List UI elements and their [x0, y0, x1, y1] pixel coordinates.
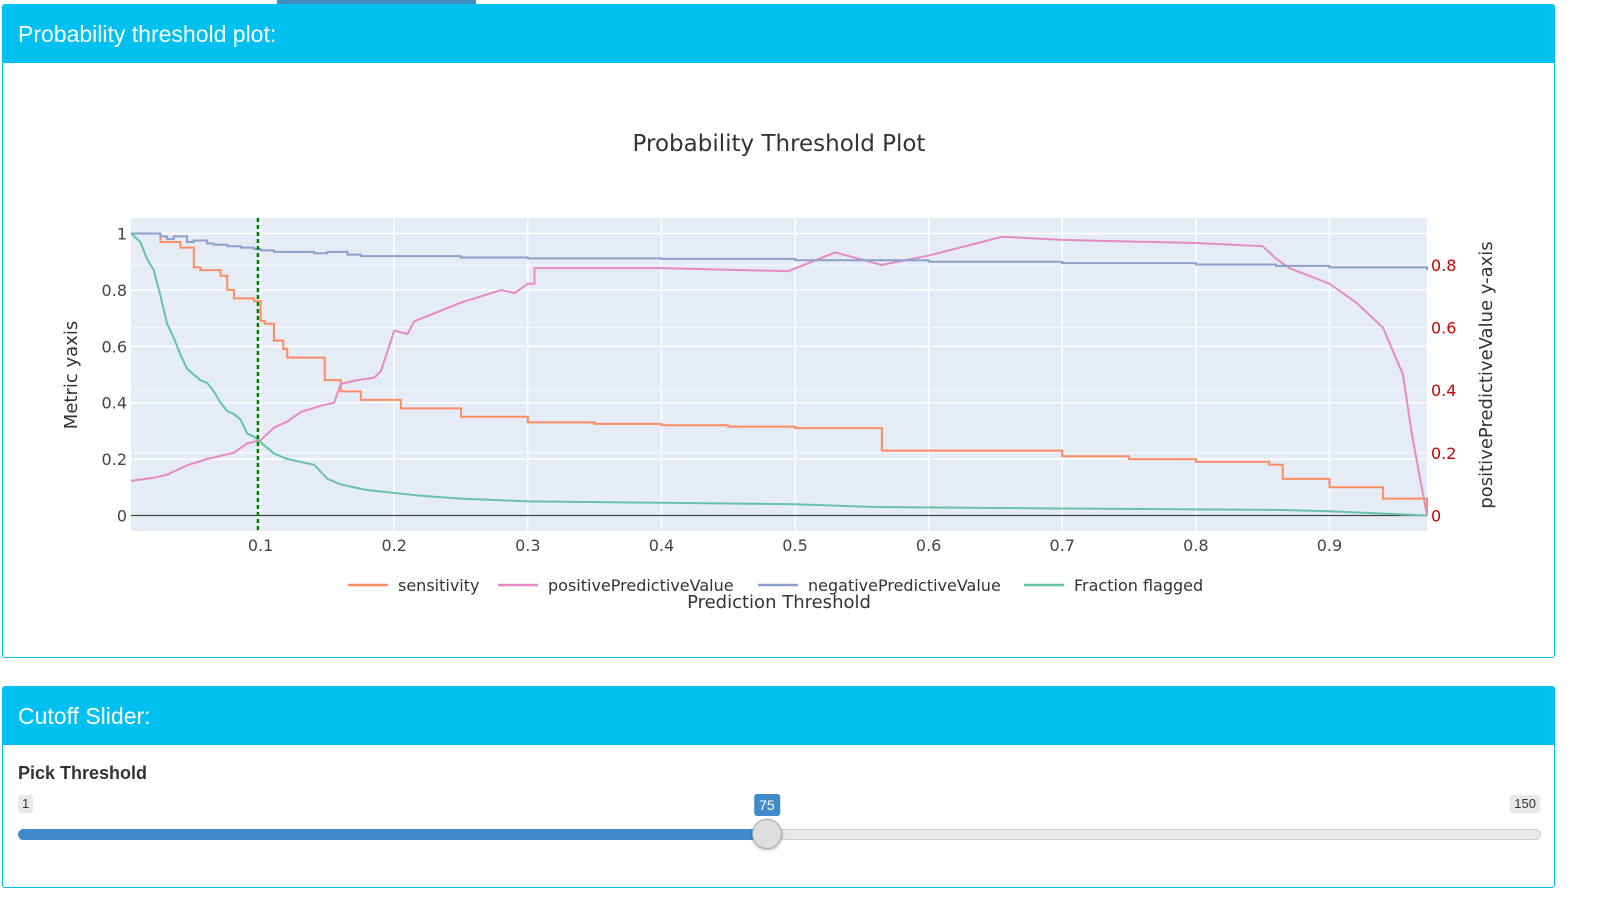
slider-panel-header: Cutoff Slider:: [3, 687, 1554, 745]
y-axis-title: Metric yaxis: [61, 321, 82, 429]
legend-entry: Fraction flagged: [1074, 576, 1203, 595]
slider-min-label: 1: [18, 795, 34, 813]
y-tick-label: 0: [117, 506, 127, 525]
legend-entry: negativePredictiveValue: [808, 576, 1001, 595]
x-tick-label: 0.6: [916, 536, 941, 555]
y2-tick-label: 0: [1431, 506, 1441, 525]
x-tick-label: 0.1: [248, 536, 273, 555]
x-tick-label: 0.2: [381, 536, 406, 555]
cutoff-slider-panel: Cutoff Slider: Pick Threshold 1 150 75: [2, 686, 1555, 888]
series-line-negativepredictivevalue: [131, 232, 1428, 271]
y2-tick-label: 0.6: [1431, 319, 1456, 338]
x-tick-label: 0.5: [782, 536, 807, 555]
y-tick-label: 0.6: [102, 337, 127, 356]
plot-panel-header: Probability threshold plot:: [3, 5, 1554, 63]
slider-value-label: 75: [754, 794, 780, 816]
x-tick-label: 0.7: [1050, 536, 1075, 555]
probability-threshold-chart: 0.1 0.2 0.3 0.4 0.5 0.6 0.7 0.8 0.9 0 0.2 0.4 0.6 0.8…: [61, 131, 1497, 613]
slider-max-label: 150: [1510, 795, 1540, 813]
y2-tick-label: 0.8: [1431, 256, 1456, 275]
legend-entry: positivePredictiveValue: [548, 576, 734, 595]
y-tick-label: 0.8: [102, 281, 127, 300]
series-line-positivepredictivevalue: [130, 235, 1428, 516]
y-tick-label: 0.4: [102, 394, 127, 413]
probability-threshold-plot-panel: Probability threshold plot: 0.1 0.2 0.3 0.4…: [2, 4, 1555, 658]
y-tick-label: 1: [117, 225, 127, 244]
chart-title: Probability Threshold Plot: [633, 131, 926, 157]
y2-axis-title: positivePredictiveValue y-axis: [1476, 241, 1497, 508]
series-line-sensitivity: [131, 232, 1428, 516]
y2-tick-label: 0.2: [1431, 444, 1456, 463]
y2-tick-label: 0.4: [1431, 381, 1456, 400]
slider-handle[interactable]: [751, 819, 782, 849]
pick-threshold-label: Pick Threshold: [18, 763, 148, 783]
x-tick-label: 0.8: [1183, 536, 1208, 555]
x-axis-title: Prediction Threshold: [687, 592, 871, 613]
y-tick-label: 0.2: [102, 450, 127, 469]
legend-entry: sensitivity: [398, 576, 479, 595]
series-line-fraction-flagged: [130, 232, 1428, 517]
x-tick-label: 0.9: [1317, 536, 1342, 555]
active-tab-indicator: [277, 0, 476, 4]
x-tick-label: 0.4: [649, 536, 674, 555]
x-tick-label: 0.3: [515, 536, 540, 555]
slider-fill: [18, 829, 767, 840]
